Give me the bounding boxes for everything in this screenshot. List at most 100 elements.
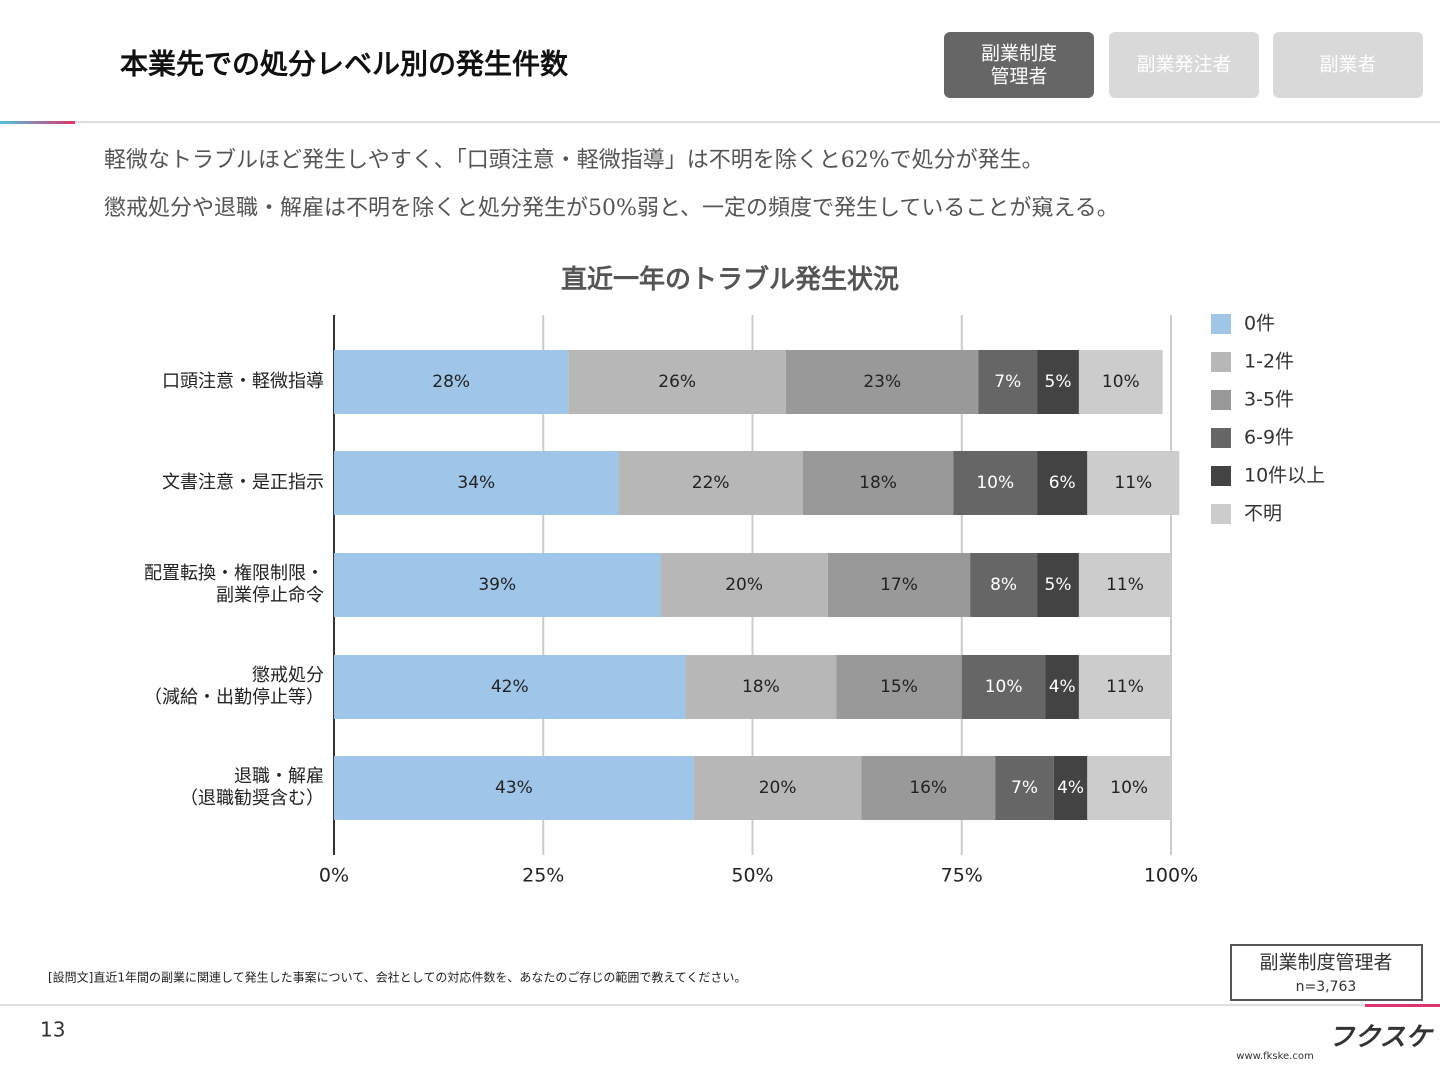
bar-segment	[802, 451, 954, 515]
data-label: 11%	[1106, 575, 1144, 595]
data-label: 8%	[990, 575, 1017, 595]
data-label: 34%	[457, 473, 495, 493]
badge-n: n=3,763	[1296, 979, 1357, 995]
legend-label: 1-2件	[1244, 351, 1294, 373]
footnote: [設問文]直近1年間の副業に関連して発生した事案について、会社としての対応件数を…	[48, 970, 746, 985]
tab[interactable]	[1109, 32, 1259, 98]
tab[interactable]	[1273, 32, 1423, 98]
bar-segment	[1037, 350, 1079, 414]
data-label: 7%	[994, 372, 1021, 392]
y-tick-label: 文書注意・是正指示	[162, 472, 324, 493]
data-label: 4%	[1057, 778, 1084, 798]
legend-label: 6-9件	[1244, 427, 1294, 449]
x-tick-label: 100%	[1144, 865, 1198, 887]
x-tick-label: 0%	[319, 865, 349, 887]
legend-label: 0件	[1244, 313, 1275, 335]
bar-segment	[1087, 756, 1171, 820]
accent	[1365, 1004, 1440, 1007]
page-number: 13	[40, 1018, 65, 1042]
data-label: 42%	[491, 677, 529, 697]
bar-segment	[836, 655, 962, 719]
y-tick-label: 懲戒処分（減給・出勤停止等）	[144, 665, 324, 708]
data-label: 10%	[1102, 372, 1140, 392]
bar-segment	[861, 756, 996, 820]
legend-swatch	[1211, 466, 1231, 486]
tab-label[interactable]: 副業者	[1319, 54, 1376, 76]
chart: 0% 25% 50% 75% 100% 口頭注意・軽微指導 28% 26% 23% 7% 5% 10%…	[144, 313, 1325, 887]
data-label: 20%	[725, 575, 763, 595]
legend-swatch	[1211, 314, 1231, 334]
bar-segment	[685, 655, 837, 719]
y-tick-label: 配置転換・権限制限・副業停止命令	[144, 563, 324, 606]
data-label: 6%	[1049, 473, 1076, 493]
legend-label: 10件以上	[1244, 465, 1325, 487]
bar-segment	[1078, 350, 1163, 414]
bar-segment	[693, 756, 862, 820]
data-label: 11%	[1114, 473, 1152, 493]
data-label: 39%	[478, 575, 516, 595]
description: 懲戒処分や退職・解雇は不明を除くと処分発生が50%弱と、一定の頻度で発生している…	[104, 196, 1119, 221]
bar-segment	[1053, 756, 1088, 820]
bar-segment	[1037, 553, 1079, 617]
bar-segment	[827, 553, 971, 617]
tab-label[interactable]: 副業発注者	[1136, 54, 1231, 76]
data-label: 43%	[495, 778, 533, 798]
bar-segment	[660, 553, 828, 617]
legend-swatch	[1211, 504, 1231, 524]
data-label: 10%	[1110, 778, 1148, 798]
bar-segment	[334, 553, 661, 617]
data-label: 7%	[1011, 778, 1038, 798]
data-label: 5%	[1045, 372, 1072, 392]
data-label: 18%	[742, 677, 780, 697]
legend-swatch	[1211, 390, 1231, 410]
bar-segment	[995, 756, 1054, 820]
data-label: 15%	[880, 677, 918, 697]
bar-segment	[618, 451, 803, 515]
bar-segment	[970, 553, 1038, 617]
bar-segment	[785, 350, 979, 414]
y-tick-label: 口頭注意・軽微指導	[162, 371, 324, 392]
bar-segment	[1078, 553, 1171, 617]
data-label: 20%	[759, 778, 797, 798]
legend-label: 3-5件	[1244, 389, 1294, 411]
data-label: 4%	[1049, 677, 1076, 697]
x-tick-label: 25%	[522, 865, 564, 887]
data-label: 10%	[985, 677, 1023, 697]
bar-segment	[1078, 655, 1171, 719]
bar-segment	[953, 451, 1038, 515]
bar-segment	[334, 451, 619, 515]
legend-label: 不明	[1244, 503, 1282, 525]
data-label: 26%	[658, 372, 696, 392]
bar-segment	[1045, 655, 1079, 719]
badge	[1230, 944, 1423, 1001]
data-label: 22%	[692, 473, 730, 493]
data-label: 5%	[1045, 575, 1072, 595]
logo: フクスケ	[1328, 1023, 1434, 1053]
x-tick-label: 50%	[731, 865, 773, 887]
description: 軽微なトラブルほど発生しやすく、「口頭注意・軽微指導」は不明を除くと62%で処分…	[104, 148, 1044, 173]
bar-segment	[334, 655, 686, 719]
x-tick-label: 75%	[941, 865, 983, 887]
data-label: 16%	[909, 778, 947, 798]
bar-segment	[334, 350, 569, 414]
bar-segment	[978, 350, 1038, 414]
bar-segment	[1087, 451, 1180, 515]
chart-title: 直近一年のトラブル発生状況	[561, 264, 899, 295]
data-label: 17%	[880, 575, 918, 595]
tab-label[interactable]: 副業制度管理者	[981, 42, 1057, 87]
y-tick-label: 退職・解雇（退職勧奨含む）	[180, 766, 324, 809]
page-title: 本業先での処分レベル別の発生件数	[120, 48, 569, 81]
data-label: 23%	[863, 372, 901, 392]
data-label: 28%	[432, 372, 470, 392]
legend-swatch	[1211, 428, 1231, 448]
bar-segment	[334, 756, 694, 820]
url: www.fkske.com	[1236, 1051, 1313, 1062]
data-label: 10%	[976, 473, 1014, 493]
bar-segment	[568, 350, 786, 414]
bar-segment	[961, 655, 1046, 719]
data-label: 18%	[859, 473, 897, 493]
tab[interactable]	[944, 32, 1094, 98]
accent	[0, 121, 75, 124]
